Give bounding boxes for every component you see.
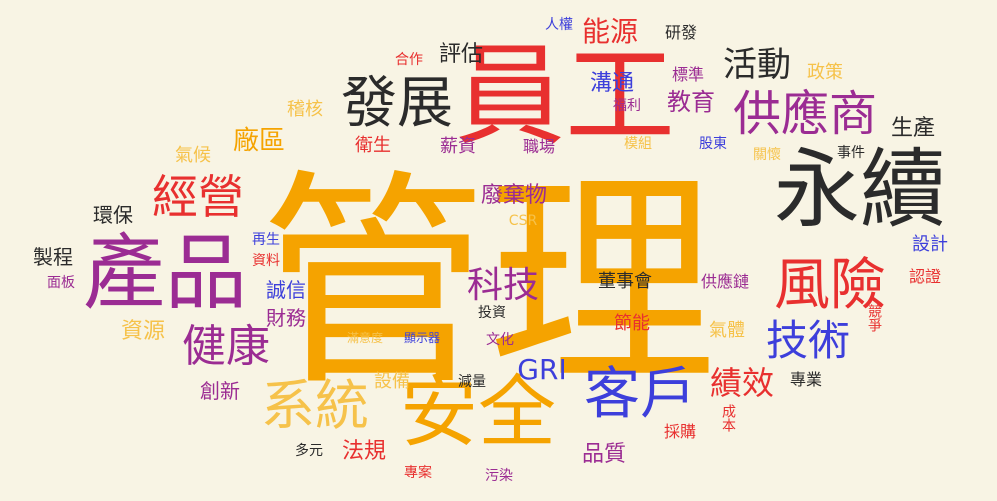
word-0: 管理	[260, 150, 716, 416]
word-57: 設備	[374, 371, 410, 392]
word-3: 產品	[82, 226, 248, 321]
word-43: 模組	[624, 136, 652, 152]
word-41: 合作	[395, 52, 423, 68]
word-11: 健康	[182, 321, 270, 372]
word-45: 關懷	[753, 147, 781, 163]
word-6: 供應商	[732, 86, 878, 142]
word-13: 科技	[466, 265, 540, 306]
word-65: 顯示器	[403, 331, 441, 345]
word-10: 經營	[152, 170, 244, 224]
word-58: 減量	[458, 374, 486, 390]
word-32: 稽核	[287, 99, 323, 120]
word-55: 成本	[720, 404, 736, 432]
word-5: 發展	[341, 71, 453, 136]
word-1: 員工	[455, 32, 675, 160]
word-28: 法規	[341, 439, 387, 464]
word-23: 廢棄物	[480, 183, 548, 208]
word-15: 績效	[709, 364, 775, 402]
word-24: 誠信	[266, 278, 306, 302]
word-68: 資料	[252, 253, 280, 269]
word-8: 客戶	[584, 362, 696, 427]
word-26: 資源	[120, 319, 166, 344]
word-44: 股東	[699, 136, 727, 152]
word-19: 溝通	[589, 71, 635, 96]
word-21: 評估	[438, 42, 484, 67]
word-30: 環保	[93, 203, 133, 227]
word-50: 董事會	[598, 271, 652, 292]
word-17: 廠區	[232, 126, 286, 156]
word-64: 滿意度	[346, 331, 384, 345]
word-18: GRI	[517, 353, 567, 386]
word-54: 專業	[789, 370, 823, 389]
word-63: 文化	[486, 332, 514, 348]
word-33: 氣候	[175, 145, 211, 166]
word-25: 財務	[266, 306, 306, 330]
word-38: 政策	[807, 62, 843, 83]
word-34: 衛生	[355, 135, 391, 156]
word-9: 系統	[261, 374, 369, 437]
word-42: 福利	[613, 98, 641, 114]
word-40: 人權	[545, 17, 573, 33]
word-62: 投資	[478, 305, 506, 321]
word-27: 創新	[200, 379, 240, 403]
word-66: CSR	[508, 213, 538, 229]
word-53: 氣體	[709, 320, 745, 341]
word-60: 專案	[404, 465, 432, 481]
word-47: 設計	[912, 234, 948, 255]
word-49: 競爭	[866, 304, 882, 332]
word-20: 教育	[667, 88, 715, 116]
word-31: 製程	[33, 245, 73, 269]
word-4: 安全	[399, 368, 557, 458]
word-52: 節能	[614, 313, 650, 334]
word-61: 污染	[485, 468, 513, 484]
word-56: 採購	[663, 422, 697, 441]
word-2: 永續	[774, 140, 946, 240]
word-36: 職場	[522, 137, 556, 156]
word-67: 再生	[252, 232, 280, 248]
word-16: 能源	[581, 15, 639, 48]
word-29: 品質	[581, 442, 627, 467]
word-48: 認證	[908, 267, 942, 286]
word-14: 活動	[723, 45, 791, 85]
word-22: 生產	[890, 116, 936, 141]
word-59: 多元	[295, 443, 323, 459]
word-37: 標準	[671, 65, 705, 84]
word-51: 供應鏈	[700, 272, 750, 291]
word-35: 薪資	[440, 136, 476, 157]
word-39: 研發	[664, 23, 698, 42]
word-69: 面板	[47, 275, 75, 291]
word-46: 事件	[837, 145, 865, 161]
word-7: 風險	[774, 253, 886, 318]
word-12: 技術	[765, 316, 851, 365]
